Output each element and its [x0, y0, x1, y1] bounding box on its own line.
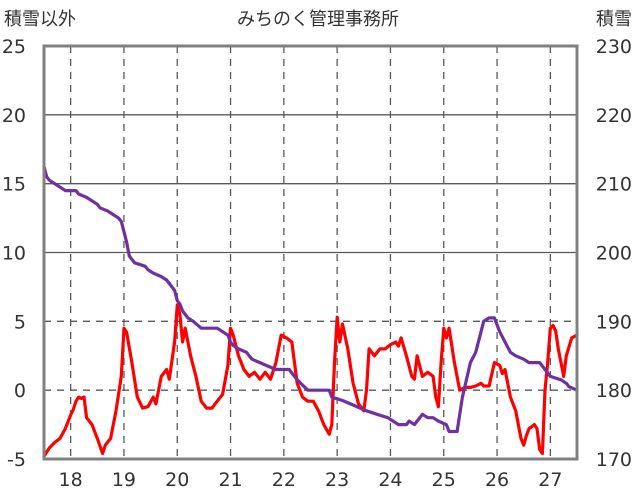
right-tick-label: 230 — [596, 36, 632, 58]
x-tick-label: 23 — [325, 469, 349, 491]
x-tick-label: 18 — [59, 469, 83, 491]
left-tick-label: 25 — [2, 36, 26, 58]
plot-frame — [42, 44, 579, 461]
x-tick-label: 21 — [218, 469, 242, 491]
right-tick-label: 200 — [596, 243, 632, 265]
x-tick-label: 19 — [112, 469, 136, 491]
chart-title: みちのく管理事務所 — [237, 9, 399, 30]
grid-lines — [44, 46, 577, 459]
right-tick-label: 170 — [596, 449, 632, 471]
x-tick-label: 27 — [538, 469, 562, 491]
left-tick-label: 15 — [2, 174, 26, 196]
temperature-line — [42, 303, 579, 458]
left-tick-label: 5 — [14, 311, 26, 333]
snow_depth-line — [42, 164, 579, 434]
x-tick-label: 26 — [485, 469, 509, 491]
x-tick-label: 25 — [432, 469, 456, 491]
left-tick-label: 0 — [14, 380, 26, 402]
axis-labels: 18 19 20 21 22 23 24 25 26 27 -5 0 5 10 15 20 25 170 180 19… — [2, 36, 632, 491]
left-tick-label: -5 — [7, 449, 26, 471]
x-tick-label: 24 — [378, 469, 402, 491]
left-tick-label: 10 — [2, 243, 26, 265]
right-tick-label: 190 — [596, 311, 632, 333]
x-tick-label: 20 — [165, 469, 189, 491]
right-tick-label: 180 — [596, 380, 632, 402]
right-axis-title: 積雪 — [596, 9, 632, 30]
series-lines — [42, 164, 579, 458]
right-tick-label: 220 — [596, 105, 632, 127]
left-tick-label: 20 — [2, 105, 26, 127]
right-tick-label: 210 — [596, 174, 632, 196]
x-tick-label: 22 — [272, 469, 296, 491]
left-axis-title: 積雪以外 — [4, 9, 76, 30]
